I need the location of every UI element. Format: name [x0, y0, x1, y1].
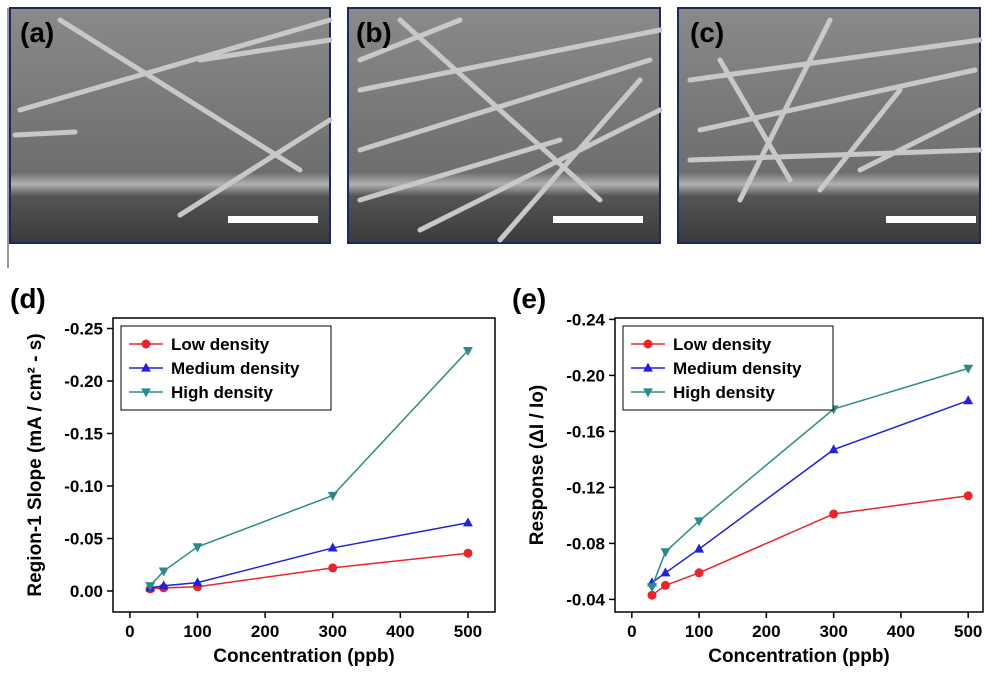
sem-image: (c) [678, 8, 980, 243]
x-tick-label: 400 [887, 622, 915, 641]
legend-label: Medium density [673, 359, 802, 378]
panel-label: (e) [512, 283, 546, 314]
sem-image: (a) [10, 8, 330, 243]
x-tick-label: 100 [685, 622, 713, 641]
y-tick-label: -0.25 [64, 320, 103, 339]
legend-label: High density [673, 383, 776, 402]
data-point [829, 510, 838, 519]
y-tick-label: -0.24 [566, 310, 605, 329]
y-tick-label: -0.16 [566, 422, 605, 441]
legend-label: Low density [673, 335, 772, 354]
y-tick-label: -0.05 [64, 530, 103, 549]
x-tick-label: 500 [454, 622, 482, 641]
legend-label: Low density [171, 335, 270, 354]
x-tick-label: 200 [251, 622, 279, 641]
x-tick-label: 0 [627, 622, 636, 641]
y-tick-label: 0.00 [70, 582, 103, 601]
data-point [463, 517, 473, 526]
y-axis-label: Response (ΔI / Io) [527, 385, 548, 545]
data-point [193, 543, 203, 552]
x-axis-label: Concentration (ppb) [708, 646, 890, 667]
x-tick-label: 0 [125, 622, 134, 641]
data-point [964, 491, 973, 500]
y-tick-label: -0.12 [566, 478, 605, 497]
y-tick-label: -0.20 [64, 372, 103, 391]
legend-marker [644, 340, 653, 349]
x-tick-label: 100 [183, 622, 211, 641]
panel-label: (d) [10, 283, 46, 314]
x-tick-label: 300 [819, 622, 847, 641]
data-point [695, 568, 704, 577]
panel-label: (a) [20, 17, 54, 48]
data-point [963, 395, 973, 404]
data-point [463, 549, 472, 558]
figure: (a) (b) (c) 0 100 200 300 400 500 0.00 -0.05 -0.… [0, 0, 985, 675]
y-tick-label: -0.04 [566, 590, 605, 609]
legend-label: High density [171, 383, 274, 402]
legend-marker [142, 340, 151, 349]
y-axis-label: Region-1 Slope (mA / cm² - s) [25, 333, 46, 596]
data-point [661, 567, 671, 576]
y-tick-label: -0.08 [566, 534, 605, 553]
panel-label: (b) [356, 17, 392, 48]
x-tick-label: 200 [752, 622, 780, 641]
y-tick-label: -0.10 [64, 477, 103, 496]
x-axis-label: Concentration (ppb) [213, 646, 395, 667]
data-point [661, 581, 670, 590]
y-tick-label: -0.20 [566, 366, 605, 385]
y-tick-label: -0.15 [64, 425, 103, 444]
x-tick-label: 500 [954, 622, 982, 641]
data-point [661, 548, 671, 557]
sem-image: (b) [348, 8, 660, 243]
data-point [647, 583, 657, 592]
x-tick-label: 400 [386, 622, 414, 641]
panel-label: (c) [690, 17, 724, 48]
data-point [328, 563, 337, 572]
x-tick-label: 300 [319, 622, 347, 641]
legend-label: Medium density [171, 359, 300, 378]
data-point [694, 544, 704, 553]
